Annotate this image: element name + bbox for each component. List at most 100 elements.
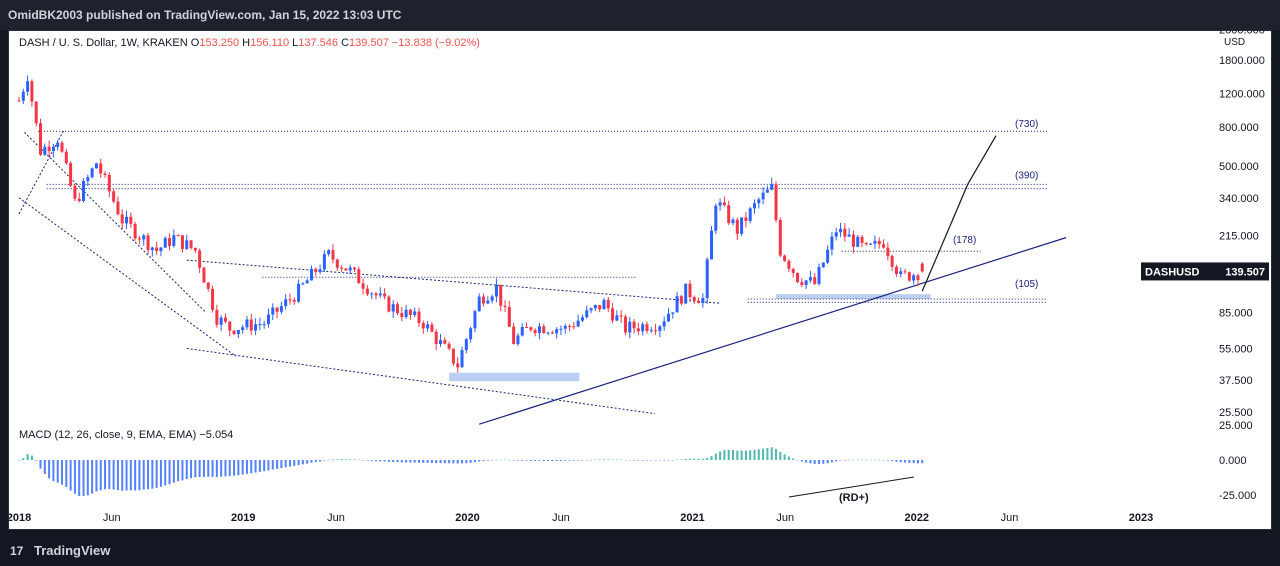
- candle-body: [271, 307, 275, 315]
- macd-bar: [594, 459, 597, 461]
- candle-body: [193, 247, 197, 251]
- candle-body: [245, 319, 249, 328]
- macd-bar: [435, 460, 438, 464]
- candle-body: [51, 146, 55, 152]
- candle-body: [387, 296, 391, 312]
- candle-body: [77, 198, 81, 202]
- price-tick: 340.000: [1219, 193, 1259, 205]
- macd-bar: [301, 460, 304, 465]
- macd-bar: [740, 450, 743, 460]
- macd-bar: [323, 460, 326, 461]
- macd-bar: [482, 460, 485, 462]
- candle-body: [735, 219, 739, 234]
- macd-bar: [744, 450, 747, 460]
- macd-bar: [491, 460, 494, 461]
- candle-body: [830, 236, 834, 250]
- macd-bar: [413, 460, 416, 463]
- candle-body: [163, 238, 167, 248]
- macd-bar: [886, 460, 889, 461]
- candle-body: [843, 228, 847, 237]
- macd-bar: [379, 460, 382, 462]
- price-chart[interactable]: (RD+) 2600.000 1800.000 1200.000 800.000 500…: [9, 31, 1271, 529]
- candle-body: [64, 151, 68, 164]
- candle-body: [869, 243, 873, 245]
- macd-bar: [843, 460, 846, 461]
- macd-bar: [448, 460, 451, 464]
- macd-bar: [198, 460, 201, 477]
- candle-body: [292, 299, 296, 302]
- candle-body: [185, 240, 189, 249]
- macd-bar: [538, 460, 541, 461]
- macd-bar: [542, 460, 545, 461]
- macd-bar: [215, 460, 218, 477]
- candle-body: [241, 327, 245, 330]
- candle-body: [90, 168, 94, 178]
- macd-bar: [48, 460, 51, 479]
- macd-bar: [392, 460, 395, 462]
- macd-bar: [22, 458, 25, 460]
- macd-bar: [529, 460, 532, 461]
- candle-body: [714, 205, 718, 231]
- candle-body: [761, 192, 765, 200]
- candle-body: [821, 262, 825, 268]
- macd-bar: [426, 460, 429, 463]
- macd-bar: [830, 460, 833, 463]
- macd-bar: [344, 459, 347, 460]
- candle-body: [507, 306, 511, 327]
- macd-bar: [125, 460, 128, 491]
- macd-bar: [654, 460, 657, 461]
- publisher-bar: OmidBK2003 published on TradingView.com,…: [0, 0, 1280, 30]
- candle-body: [168, 238, 172, 246]
- candle-body: [374, 293, 378, 296]
- candle-body: [120, 214, 124, 224]
- time-tick: 2019: [231, 512, 255, 524]
- candle-body: [563, 325, 567, 329]
- macd-bar: [108, 460, 111, 490]
- macd-bar: [473, 460, 476, 463]
- macd-bar: [873, 459, 876, 461]
- macd-bar: [340, 459, 343, 460]
- macd-bar: [138, 460, 141, 491]
- candle-body: [800, 282, 804, 285]
- price-tag-symbol: DASHUSD: [1145, 266, 1199, 278]
- candle-body: [456, 363, 460, 368]
- candle-body: [228, 321, 232, 331]
- macd-bar: [564, 460, 567, 461]
- macd-bar: [147, 460, 150, 490]
- macd-bar: [18, 460, 20, 461]
- support-zones: [449, 294, 931, 382]
- macd-bar: [714, 453, 717, 460]
- candle-body: [94, 163, 98, 169]
- level-annotations: (730) (390) (178) (105): [953, 119, 1038, 290]
- macd-bar: [732, 449, 734, 460]
- candle-body: [26, 81, 30, 92]
- candle-body: [494, 284, 498, 297]
- macd-bar: [650, 460, 653, 461]
- candle-body: [688, 283, 692, 298]
- time-tick: 2022: [904, 512, 928, 524]
- candle-body: [641, 324, 645, 332]
- time-tick: Jun: [327, 512, 345, 524]
- time-axis: 2018 Jun 2019 Jun 2020 Jun 2021 Jun 2022 Jun 2023: [9, 512, 1153, 524]
- candle-body: [645, 324, 649, 331]
- macd-bar: [250, 460, 253, 474]
- macd-bar: [172, 460, 175, 483]
- candle-body: [378, 293, 382, 296]
- candle-body: [211, 288, 215, 310]
- macd-bar: [508, 459, 511, 461]
- candle-body: [314, 268, 318, 273]
- candle-body: [288, 299, 292, 301]
- macd-bar: [73, 460, 76, 494]
- candle-body: [340, 267, 344, 269]
- candle-body: [920, 263, 924, 272]
- level-label: (178): [953, 235, 976, 246]
- macd-bar: [164, 460, 167, 486]
- candle-body: [589, 308, 593, 311]
- macd-value: −5.054: [199, 429, 234, 441]
- macd-bar: [577, 460, 580, 461]
- macd-bar: [878, 459, 881, 461]
- macd-bar: [921, 460, 924, 464]
- chart-panel[interactable]: (RD+) 2600.000 1800.000 1200.000 800.000 500…: [8, 30, 1272, 530]
- candle-body: [155, 247, 159, 252]
- candle-body: [47, 146, 51, 152]
